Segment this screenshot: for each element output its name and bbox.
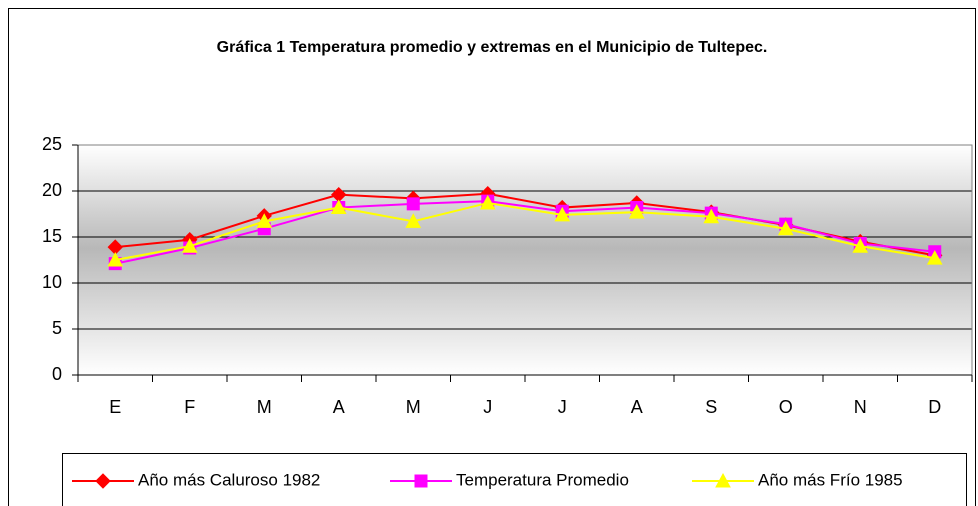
y-tick-label: 25 [42,134,62,154]
chart-title: Gráfica 1 Temperatura promedio y extrema… [217,39,768,56]
y-tick-label: 20 [42,180,62,200]
data-point [852,238,869,253]
x-tick-label: D [928,397,941,417]
data-point [479,194,496,210]
data-point [777,220,794,236]
x-tick-label: J [558,397,567,417]
y-tick-label: 5 [52,318,62,338]
series-line [115,201,935,261]
data-point [256,213,273,228]
data-point [926,250,943,265]
data-point [406,197,420,211]
x-tick-label: N [854,397,867,417]
legend-marker [414,474,428,488]
data-point [628,204,645,219]
x-tick-label: A [333,397,345,417]
x-tick-label: A [631,397,643,417]
legend-marker [95,473,111,489]
x-tick-label: M [406,397,421,417]
x-tick-label: M [257,397,272,417]
x-tick-label: O [779,397,793,417]
plot-area [78,145,972,375]
data-point [703,208,720,224]
x-tick-label: S [705,397,717,417]
data-point [554,206,571,222]
x-tick-label: E [109,397,121,417]
data-point [181,238,198,253]
legend-label: Temperatura Promedio [456,470,629,489]
data-point [405,213,422,228]
x-tick-label: F [184,397,195,417]
x-tick-label: J [483,397,492,417]
y-tick-label: 15 [42,226,62,246]
legend-marker [715,472,731,488]
y-tick-label: 10 [42,272,62,292]
legend-box [62,453,967,506]
series-line [115,200,935,265]
legend-label: Año más Frío 1985 [758,470,903,489]
legend-label: Año más Caluroso 1982 [138,470,320,489]
data-point [107,251,124,267]
y-tick-label: 0 [52,364,62,384]
data-point [330,199,347,215]
